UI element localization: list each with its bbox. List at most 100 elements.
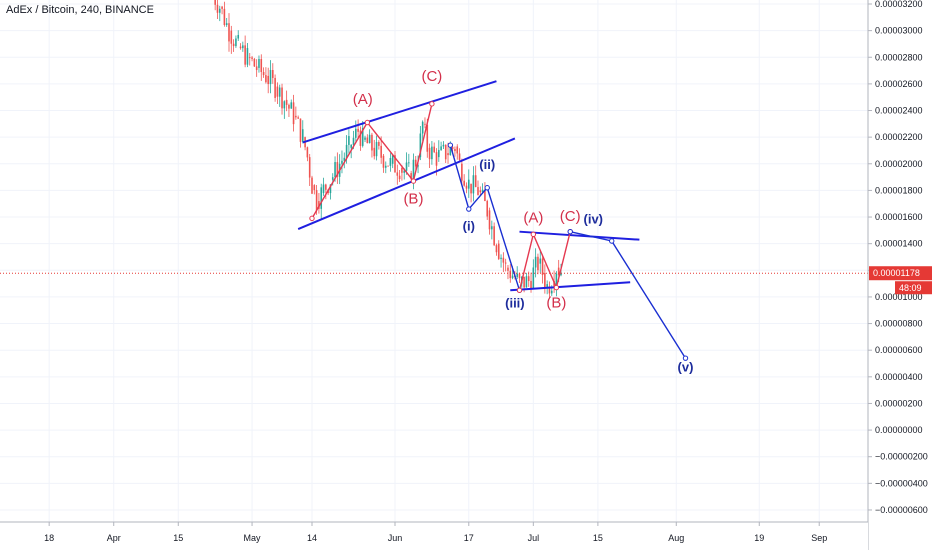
candle-body [534, 256, 537, 268]
candle-body [550, 290, 553, 294]
candle-body [532, 267, 535, 289]
channel-line [297, 137, 516, 230]
candle-body [486, 201, 489, 217]
wave-label: (A) [523, 209, 543, 226]
current-price-badge [869, 266, 932, 281]
candle-body [216, 4, 219, 13]
candle-body [431, 146, 433, 160]
candle-body [318, 201, 320, 209]
candle-body [394, 155, 396, 173]
wave-path [311, 103, 433, 219]
candle-body [322, 184, 325, 194]
candle-body [502, 257, 505, 263]
wave-paths[interactable] [309, 101, 689, 361]
countdown-label: 48:09 [899, 283, 922, 293]
wave-point [410, 178, 417, 184]
candle-body [463, 180, 465, 186]
candle-body [232, 43, 235, 47]
candle-body [401, 167, 403, 173]
trend-channels[interactable] [297, 80, 640, 292]
wave-point [567, 228, 573, 235]
candle-body [467, 179, 470, 189]
wave-label: (C) [560, 208, 581, 225]
candle-body [315, 190, 318, 211]
candle-body [384, 165, 387, 168]
candle-body [352, 137, 355, 145]
y-tick-label: 0.00001800 [875, 185, 923, 195]
candle-body [267, 75, 269, 85]
y-tick-label: 0.00003200 [875, 0, 923, 9]
candle-body [260, 58, 263, 73]
y-tick-label: 0.00002800 [875, 52, 923, 62]
candle-body [438, 150, 440, 158]
candle-body [355, 128, 357, 138]
candle-body [396, 172, 399, 176]
symbol-title[interactable]: AdEx / Bitcoin, 240, BINANCE [6, 4, 154, 16]
y-tick-label: 0.00003000 [875, 26, 923, 36]
candle-body [364, 137, 366, 140]
channel-line [510, 281, 631, 292]
candle-body [465, 185, 468, 189]
candle-body [380, 145, 382, 158]
wave-label: (iii) [505, 296, 525, 311]
wave-point [429, 101, 435, 107]
candle-body [509, 270, 512, 279]
candle-body [357, 128, 359, 132]
wave-point [682, 355, 689, 361]
candle-body [518, 273, 521, 279]
wave-path [518, 231, 571, 291]
candle-body [375, 142, 378, 157]
candle-body [428, 147, 431, 160]
candle-body [461, 163, 463, 181]
y-tick-label: 0.00001000 [875, 292, 923, 302]
candle-body [239, 46, 242, 49]
candle-body [214, 0, 216, 5]
candle-body [398, 175, 401, 180]
candle-body [491, 226, 493, 230]
price-candles [214, 0, 562, 298]
candle-body [290, 102, 293, 109]
wave-label: (B) [403, 191, 423, 208]
candle-body [560, 272, 562, 276]
y-tick-label: 0.00000200 [875, 398, 923, 408]
candle-body [477, 187, 479, 195]
candle-body [248, 57, 251, 59]
candle-body [557, 267, 560, 276]
candle-body [548, 286, 551, 294]
candle-body [278, 87, 281, 97]
candle-body [493, 226, 495, 246]
wave-path [449, 144, 521, 291]
candle-body [218, 8, 221, 13]
candle-body [470, 183, 472, 194]
x-tick-label: 15 [593, 533, 603, 543]
candle-body [265, 75, 267, 83]
grid [0, 0, 868, 522]
candle-body [329, 184, 332, 194]
x-tick-label: 18 [44, 533, 54, 543]
wave-labels: (A) (C) (B) (i) (ii) (iii) (A) (C) (B) (iv) (v) [353, 68, 694, 374]
candle-body [285, 99, 288, 105]
y-tick-label: 0.00002200 [875, 132, 923, 142]
candle-body [405, 162, 408, 171]
wave-point [484, 185, 490, 191]
candle-body [311, 177, 313, 194]
candle-body [511, 275, 514, 279]
wave-label: (ii) [479, 157, 495, 172]
candle-body [389, 157, 392, 166]
candle-body [525, 276, 528, 288]
candle-body [479, 190, 482, 193]
candle-body [306, 147, 309, 158]
wave-point [309, 215, 315, 222]
x-tick-label: 19 [754, 533, 764, 543]
candle-body [472, 175, 475, 194]
candle-body [488, 210, 491, 230]
countdown-badge [895, 281, 932, 295]
candle-body [313, 185, 316, 191]
y-tick-label: 0.00002400 [875, 106, 923, 116]
wave-label: (v) [678, 359, 694, 374]
candle-body [253, 58, 256, 67]
wave-point [516, 287, 523, 293]
